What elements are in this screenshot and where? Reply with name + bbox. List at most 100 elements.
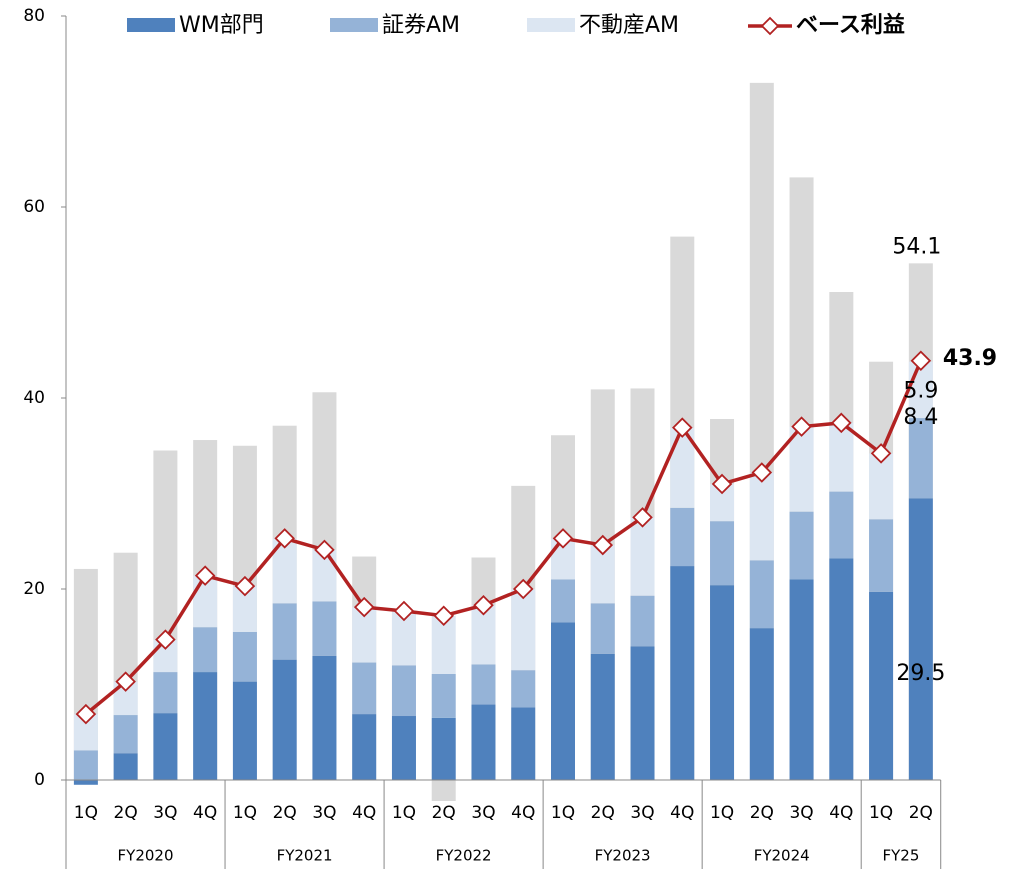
bar-segment: [153, 713, 178, 780]
bar-segment: [431, 673, 456, 718]
x-tick-label: 2Q: [909, 803, 933, 823]
bar-segment: [312, 655, 337, 780]
legend-marker: [760, 16, 780, 36]
legend-label: ベース利益: [796, 12, 905, 38]
legend-label: WM部門: [179, 13, 264, 38]
x-tick-label: 3Q: [789, 803, 813, 823]
bar-segment: [232, 586, 257, 632]
total-bar: [431, 780, 456, 802]
bar-segment: [551, 579, 575, 623]
x-tick-label: 3Q: [312, 803, 336, 823]
bar-segment: [511, 670, 536, 708]
line: [84, 360, 923, 716]
bar-segment: [193, 672, 218, 780]
bar-segment: [829, 422, 854, 492]
line-marker: [75, 703, 97, 725]
legend-swatch: [527, 18, 575, 32]
line-marker: [353, 596, 375, 618]
group-label: FY2023: [595, 847, 651, 865]
bar-segment: [431, 717, 456, 780]
y-tick-label: 20: [23, 579, 45, 599]
bar-segment: [391, 716, 416, 780]
line-marker: [314, 539, 335, 561]
bar-segment: [710, 585, 735, 780]
bar-segment: [73, 750, 98, 780]
x-tick-label: 3Q: [153, 803, 177, 823]
line-marker: [592, 534, 614, 556]
bar-segment: [590, 603, 615, 654]
bar-segment: [869, 591, 894, 780]
bar-segment: [749, 472, 774, 561]
bar-segment: [630, 517, 655, 596]
line-marker: [155, 629, 176, 650]
x-tick-label: 2Q: [432, 803, 456, 823]
x-tick-label: 4Q: [670, 803, 694, 823]
group-label: FY2020: [118, 847, 174, 865]
line-marker: [751, 462, 773, 483]
x-tick-label: 1Q: [551, 803, 575, 823]
bar-segment: [511, 589, 536, 671]
bar-segment: [908, 498, 933, 780]
x-tick-label: 2Q: [273, 803, 297, 823]
line-marker: [393, 600, 415, 622]
bar-segment: [908, 418, 933, 499]
line-marker: [910, 350, 932, 372]
x-tick-label: 4Q: [193, 803, 217, 823]
bar-segment: [590, 653, 615, 780]
bar-segment: [670, 507, 695, 567]
bar-segment: [352, 714, 377, 780]
x-tick-label: 1Q: [869, 803, 893, 823]
x-tick-label: 4Q: [829, 803, 853, 823]
bar-segment: [869, 453, 894, 520]
bar-segment: [73, 780, 98, 785]
y-tick-label: 40: [23, 388, 45, 408]
data-label: 29.5: [896, 661, 945, 686]
data-label: 8.4: [903, 405, 938, 430]
line-marker: [791, 416, 812, 437]
bar-segment: [113, 715, 138, 754]
x-tick-label: 2Q: [750, 803, 774, 823]
data-label: 43.9: [943, 346, 997, 371]
bar-segment: [113, 753, 138, 780]
group-label: FY2024: [754, 847, 810, 865]
line-marker: [831, 412, 852, 434]
bar-segment: [630, 595, 655, 647]
legend-swatch: [330, 18, 378, 32]
x-tick-label: 1Q: [74, 803, 98, 823]
bar-segment: [710, 521, 735, 586]
group-label: FY2021: [277, 847, 333, 865]
bar-segment: [829, 491, 854, 559]
bar-segment: [670, 566, 695, 780]
bar-segment: [312, 601, 337, 656]
line-marker: [115, 671, 136, 692]
bar-segment: [789, 426, 814, 512]
bar-segment: [869, 519, 894, 592]
legend-label: 不動産AM: [579, 13, 679, 38]
line-marker: [870, 443, 892, 464]
y-tick-label: 60: [23, 197, 45, 217]
line-marker: [234, 575, 256, 597]
bar-segment: [471, 664, 496, 705]
x-tick-label: 4Q: [352, 803, 376, 823]
line-marker: [194, 565, 216, 586]
bar-segment: [789, 579, 814, 780]
bar-segment: [551, 622, 575, 780]
x-tick-label: 1Q: [233, 803, 257, 823]
x-tick-label: 1Q: [392, 803, 416, 823]
bar-segment: [789, 511, 814, 580]
x-tick-label: 3Q: [471, 803, 495, 823]
line-marker: [433, 605, 454, 627]
bar-segment: [511, 707, 536, 780]
bar-segment: [272, 603, 297, 660]
line-marker: [552, 528, 574, 549]
y-tick-label: 80: [23, 6, 45, 26]
bar-segment: [232, 631, 257, 682]
x-tick-label: 3Q: [630, 803, 654, 823]
bar-segment: [630, 646, 655, 780]
bar-segment: [232, 681, 257, 780]
bar-segment: [153, 672, 178, 714]
x-tick-label: 4Q: [511, 803, 535, 823]
data-label: 5.9: [903, 379, 938, 404]
line-marker: [473, 594, 494, 616]
